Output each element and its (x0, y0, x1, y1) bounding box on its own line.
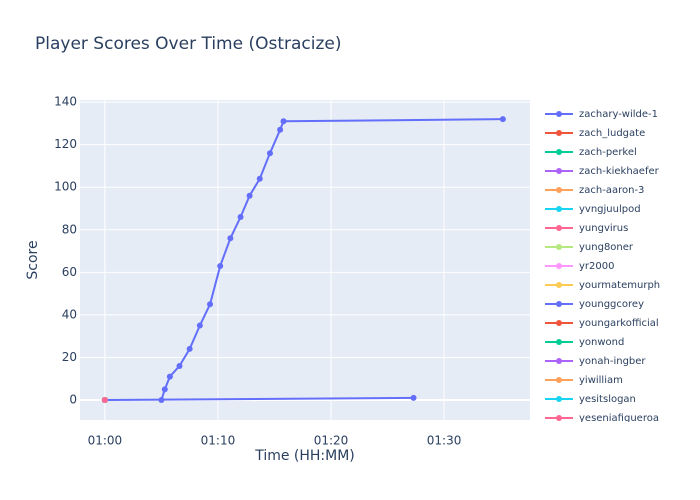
legend-label: zach-kiekhaefer (579, 166, 660, 177)
series-line (160, 118, 503, 401)
data-point (246, 192, 253, 199)
data-point (256, 175, 263, 182)
legend-marker (556, 396, 562, 402)
data-point (227, 235, 234, 242)
data-point (176, 362, 183, 369)
legend-marker (556, 358, 562, 364)
grid (80, 100, 530, 420)
data-point (277, 126, 284, 133)
legend-label: yvngjuulpod (579, 204, 641, 215)
data-point (101, 397, 108, 403)
legend-marker (556, 130, 562, 136)
y-axis-label: Score (25, 240, 41, 279)
y-tick-label: 20 (62, 350, 77, 364)
legend-label: youngarkofficial (579, 318, 659, 329)
chart-title: Player Scores Over Time (Ostracize) (35, 34, 342, 54)
legend-marker (556, 263, 562, 269)
data-point (196, 322, 203, 329)
data-point (166, 373, 173, 380)
legend-marker (556, 187, 562, 193)
legend-marker (556, 282, 562, 288)
legend-marker (556, 339, 562, 345)
legend-label: yeseniafigueroa (579, 413, 659, 424)
data-point (280, 118, 287, 125)
plot-background (80, 100, 530, 420)
legend: zachary-wilde-1 zach_ludgate zach-perkel za… (545, 109, 660, 424)
x-axis-label: Time (HH:MM) (254, 448, 355, 464)
x-tick-label: 01:10 (201, 434, 236, 448)
y-tick-label: 100 (54, 180, 77, 194)
legend-label: zach_ludgate (579, 128, 645, 139)
data-point (161, 386, 168, 393)
y-tick-label: 80 (62, 222, 77, 236)
legend-label: yonah-ingber (579, 356, 646, 367)
legend-label: yung8oner (579, 242, 634, 253)
legend-label: younggcorey (579, 299, 644, 310)
legend-marker (556, 206, 562, 212)
data-point (266, 150, 273, 157)
series-line (104, 396, 414, 401)
data-point (410, 394, 417, 401)
data-point (237, 214, 244, 221)
legend-marker (556, 301, 562, 307)
legend-marker (556, 320, 562, 326)
data-point (499, 116, 506, 123)
legend-marker (556, 111, 562, 117)
legend-label: yungvirus (579, 223, 628, 234)
legend-label: zachary-wilde-1 (579, 109, 658, 120)
legend-label: yesitslogan (579, 394, 636, 405)
x-tick-label: 01:20 (314, 434, 349, 448)
legend-label: yourmatemurph (579, 280, 660, 291)
data-point (186, 345, 193, 352)
legend-label: yiwilliam (579, 375, 623, 386)
plot-area (101, 116, 506, 403)
y-tick-label: 60 (62, 265, 77, 279)
legend-marker (556, 415, 562, 421)
y-tick-label: 120 (54, 137, 77, 151)
y-tick-label: 140 (54, 95, 77, 109)
x-tick-label: 01:00 (88, 434, 123, 448)
legend-marker (556, 377, 562, 383)
y-tick-label: 40 (62, 307, 77, 321)
legend-marker (556, 149, 562, 155)
data-point (217, 262, 224, 269)
legend-marker (556, 168, 562, 174)
legend-label: zach-perkel (579, 147, 637, 158)
y-tick-label: 0 (69, 393, 77, 407)
legend-label: yonwond (579, 337, 624, 348)
legend-label: zach-aaron-3 (579, 185, 644, 196)
data-point (207, 301, 214, 308)
legend-marker (556, 244, 562, 250)
legend-label: yr2000 (579, 261, 614, 272)
legend-marker (556, 225, 562, 231)
x-tick-label: 01:30 (427, 434, 462, 448)
